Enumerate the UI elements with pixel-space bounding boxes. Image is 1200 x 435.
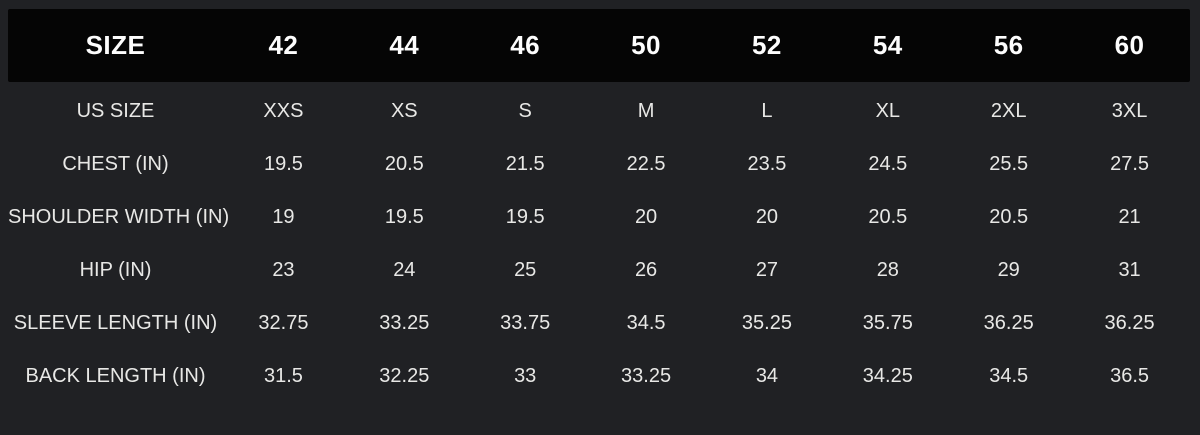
table-row: SLEEVE LENGTH (IN) 32.75 33.25 33.75 34.5 35.… bbox=[8, 297, 1190, 350]
table-cell: XS bbox=[390, 100, 418, 122]
table-cell: 34.25 bbox=[862, 365, 913, 387]
table-cell: 34 bbox=[755, 365, 779, 387]
table-cell: 20.5 bbox=[868, 206, 908, 228]
table-cell: 22.5 bbox=[626, 153, 666, 175]
table-cell: 21 bbox=[1118, 206, 1141, 228]
table-cell: 19.5 bbox=[505, 206, 545, 228]
table-cell: 28 bbox=[876, 259, 899, 281]
header-cell-size-6: 54 bbox=[872, 30, 903, 60]
table-cell: 27.5 bbox=[1110, 153, 1150, 175]
size-chart-table: SIZE 42 44 46 50 52 54 56 60 US SIZE XXS XS S M L XL 2X… bbox=[8, 9, 1190, 403]
table-cell: 29 bbox=[997, 259, 1020, 281]
table-cell: 20.5 bbox=[384, 153, 424, 175]
table-cell: 33 bbox=[514, 365, 537, 387]
row-label: US SIZE bbox=[76, 100, 155, 122]
row-label: HIP (IN) bbox=[79, 259, 152, 281]
table-cell: 36.25 bbox=[983, 312, 1034, 334]
table-row: BACK LENGTH (IN) 31.5 32.25 33 33.25 34 34.25 3… bbox=[8, 350, 1190, 403]
table-row: HIP (IN) 23 24 25 26 27 28 29 31 bbox=[8, 244, 1190, 297]
table-cell: 32.75 bbox=[258, 312, 309, 334]
table-cell: 36.5 bbox=[1110, 365, 1150, 387]
table-cell: 35.75 bbox=[862, 312, 913, 334]
table-cell: 33.25 bbox=[379, 312, 430, 334]
table-row: SHOULDER WIDTH (IN) 19 19.5 19.5 20 20 20.5 20.… bbox=[8, 191, 1190, 244]
table-cell: 31.5 bbox=[263, 365, 303, 387]
table-cell: M bbox=[637, 100, 655, 122]
row-label: SLEEVE LENGTH (IN) bbox=[13, 312, 218, 334]
table-cell: 34.5 bbox=[989, 365, 1029, 387]
table-cell: XL bbox=[875, 100, 901, 122]
row-label: BACK LENGTH (IN) bbox=[25, 365, 206, 387]
row-label: CHEST (IN) bbox=[62, 153, 169, 175]
table-cell: 25 bbox=[514, 259, 537, 281]
table-cell: 32.25 bbox=[379, 365, 430, 387]
header-cell-size-1: 42 bbox=[268, 30, 299, 60]
header-cell-size-5: 52 bbox=[751, 30, 782, 60]
table-cell: 35.25 bbox=[741, 312, 792, 334]
table-cell: 23.5 bbox=[747, 153, 787, 175]
table-cell: 33.75 bbox=[500, 312, 551, 334]
table-cell: 2XL bbox=[990, 100, 1027, 122]
table-cell: 27 bbox=[755, 259, 779, 281]
table-cell: XXS bbox=[263, 100, 304, 122]
table-cell: 26 bbox=[634, 259, 658, 281]
table-cell: 20 bbox=[755, 206, 779, 228]
table-cell: 19.5 bbox=[263, 153, 303, 175]
table-row: US SIZE XXS XS S M L XL 2XL 3XL bbox=[8, 85, 1190, 138]
header-cell-size-7: 56 bbox=[993, 30, 1024, 60]
row-label: SHOULDER WIDTH (IN) bbox=[8, 206, 230, 228]
table-cell: 3XL bbox=[1111, 100, 1148, 122]
table-header-row: SIZE 42 44 46 50 52 54 56 60 bbox=[8, 9, 1190, 82]
table-cell: 24.5 bbox=[868, 153, 908, 175]
header-cell-size-3: 46 bbox=[510, 30, 541, 60]
table-cell: 23 bbox=[272, 259, 295, 281]
table-cell: 24 bbox=[393, 259, 416, 281]
table-cell: 36.25 bbox=[1104, 312, 1155, 334]
table-cell: 25.5 bbox=[989, 153, 1029, 175]
table-cell: 20.5 bbox=[989, 206, 1029, 228]
table-body: US SIZE XXS XS S M L XL 2XL 3XL CHEST (IN) 19.5 20.… bbox=[8, 82, 1190, 403]
table-cell: L bbox=[761, 100, 773, 122]
table-cell: 21.5 bbox=[505, 153, 545, 175]
table-cell: 33.25 bbox=[621, 365, 672, 387]
header-cell-size-2: 44 bbox=[389, 30, 420, 60]
table-cell: 19.5 bbox=[384, 206, 424, 228]
table-cell: 19 bbox=[272, 206, 295, 228]
table-cell: 20 bbox=[634, 206, 658, 228]
table-cell: S bbox=[518, 100, 532, 122]
header-cell-size-label: SIZE bbox=[85, 30, 146, 60]
table-cell: 34.5 bbox=[626, 312, 666, 334]
header-cell-size-8: 60 bbox=[1114, 30, 1145, 60]
table-row: CHEST (IN) 19.5 20.5 21.5 22.5 23.5 24.5 25.5 27… bbox=[8, 138, 1190, 191]
table-cell: 31 bbox=[1118, 259, 1141, 281]
header-cell-size-4: 50 bbox=[631, 30, 662, 60]
